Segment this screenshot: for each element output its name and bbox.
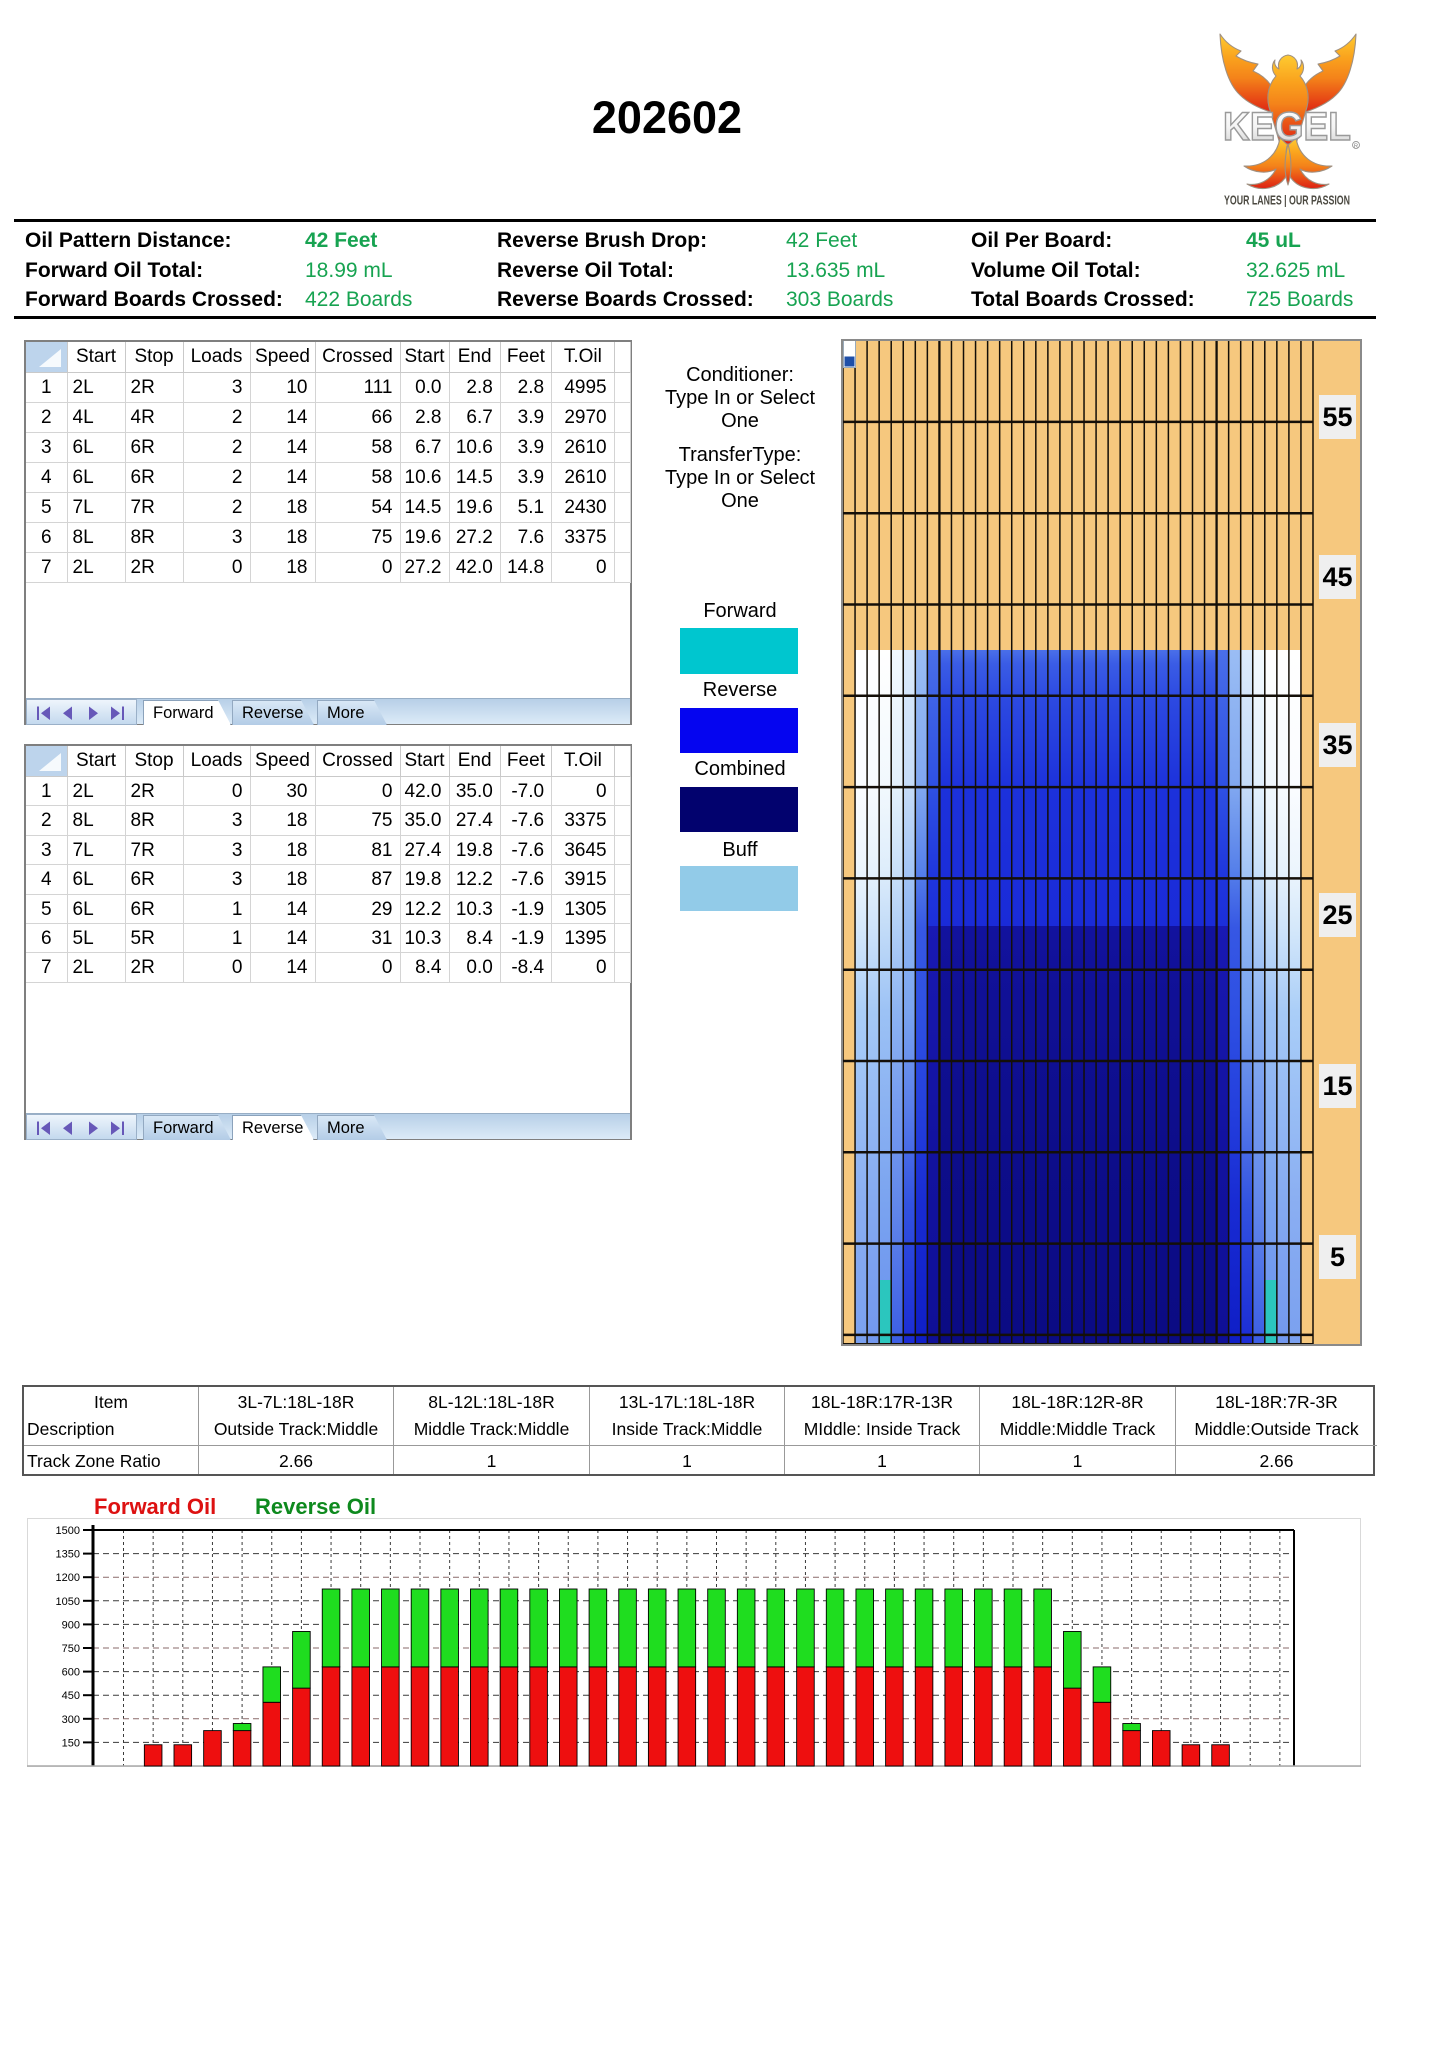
svg-text:KEGEL: KEGEL [1223,105,1351,149]
svg-text:1500: 1500 [56,1525,80,1537]
svg-text:25: 25 [1322,900,1352,930]
svg-text:1200: 1200 [56,1572,80,1584]
svg-text:600: 600 [62,1667,80,1679]
svg-text:450: 450 [62,1690,80,1702]
svg-text:55: 55 [1322,402,1352,432]
svg-text:45: 45 [1322,562,1352,592]
svg-text:15: 15 [1322,1071,1352,1101]
svg-text:YOUR LANES | OUR PASSION: YOUR LANES | OUR PASSION [1224,194,1350,208]
svg-text:1350: 1350 [56,1549,80,1561]
svg-text:900: 900 [62,1619,80,1631]
svg-text:150: 150 [62,1737,80,1749]
svg-text:R: R [1354,144,1358,150]
svg-text:750: 750 [62,1643,80,1655]
svg-text:35: 35 [1322,730,1352,760]
svg-text:5: 5 [1330,1242,1345,1272]
svg-text:1050: 1050 [56,1596,80,1608]
svg-text:300: 300 [62,1714,80,1726]
